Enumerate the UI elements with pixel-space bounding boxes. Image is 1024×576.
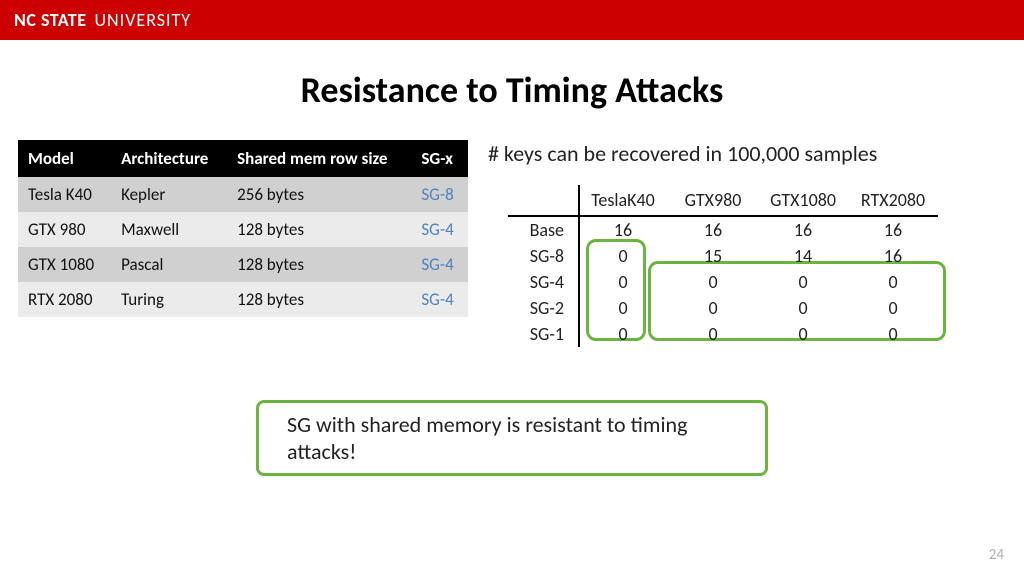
keys-panel: # keys can be recovered in 100,000 sampl… <box>488 140 1006 347</box>
cell-mem: 128 bytes <box>227 212 411 247</box>
cell-model: GTX 1080 <box>18 247 111 282</box>
brand-light: UNIVERSITY <box>94 9 191 31</box>
table-header-row: Model Architecture Shared mem row size S… <box>18 140 468 177</box>
col-model: Model <box>18 140 111 177</box>
keys-row-label: Base <box>508 217 578 243</box>
keys-row-label: SG-4 <box>508 269 578 295</box>
cell-model: Tesla K40 <box>18 177 111 212</box>
keys-cell: 0 <box>578 295 668 321</box>
keys-cell: 0 <box>578 321 668 347</box>
col-sgx: SG-x <box>411 140 468 177</box>
university-header: NC STATE UNIVERSITY <box>0 0 1024 40</box>
cell-sgx: SG-8 <box>411 177 468 212</box>
keys-row-label: SG-8 <box>508 243 578 269</box>
keys-cell: 16 <box>668 217 758 243</box>
blank-corner <box>508 185 578 217</box>
keys-table-wrap: TeslaK40 GTX980 GTX1080 RTX2080 Base 16 … <box>508 185 968 347</box>
keys-cell: 14 <box>758 243 848 269</box>
keys-cell: 0 <box>578 243 668 269</box>
keys-title: # keys can be recovered in 100,000 sampl… <box>488 140 1006 167</box>
cell-sgx: SG-4 <box>411 247 468 282</box>
keys-cell: 0 <box>668 321 758 347</box>
keys-row-label: SG-2 <box>508 295 578 321</box>
gpu-table-container: Model Architecture Shared mem row size S… <box>18 140 468 347</box>
keys-col: TeslaK40 <box>578 185 668 217</box>
col-arch: Architecture <box>111 140 227 177</box>
keys-cell: 16 <box>578 217 668 243</box>
keys-cell: 0 <box>758 295 848 321</box>
slide-title: Resistance to Timing Attacks <box>0 68 1024 112</box>
keys-cell: 16 <box>848 217 938 243</box>
keys-cell: 0 <box>758 269 848 295</box>
keys-col: RTX2080 <box>848 185 938 217</box>
cell-sgx: SG-4 <box>411 282 468 317</box>
cell-arch: Maxwell <box>111 212 227 247</box>
keys-cell: 0 <box>848 321 938 347</box>
table-row: GTX 1080 Pascal 128 bytes SG-4 <box>18 247 468 282</box>
keys-cell: 16 <box>758 217 848 243</box>
keys-col: GTX980 <box>668 185 758 217</box>
keys-cell: 0 <box>578 269 668 295</box>
cell-mem: 128 bytes <box>227 247 411 282</box>
keys-cell: 0 <box>668 269 758 295</box>
table-row: RTX 2080 Turing 128 bytes SG-4 <box>18 282 468 317</box>
cell-model: RTX 2080 <box>18 282 111 317</box>
cell-arch: Kepler <box>111 177 227 212</box>
gpu-table: Model Architecture Shared mem row size S… <box>18 140 468 317</box>
keys-cell: 0 <box>848 269 938 295</box>
keys-cell: 0 <box>848 295 938 321</box>
keys-grid: TeslaK40 GTX980 GTX1080 RTX2080 Base 16 … <box>508 185 968 347</box>
cell-model: GTX 980 <box>18 212 111 247</box>
keys-row-label: SG-1 <box>508 321 578 347</box>
cell-mem: 256 bytes <box>227 177 411 212</box>
col-mem: Shared mem row size <box>227 140 411 177</box>
keys-cell: 16 <box>848 243 938 269</box>
cell-arch: Turing <box>111 282 227 317</box>
conclusion-callout: SG with shared memory is resistant to ti… <box>256 400 768 476</box>
table-row: Tesla K40 Kepler 256 bytes SG-8 <box>18 177 468 212</box>
page-number: 24 <box>989 546 1004 564</box>
cell-arch: Pascal <box>111 247 227 282</box>
cell-mem: 128 bytes <box>227 282 411 317</box>
keys-cell: 0 <box>758 321 848 347</box>
cell-sgx: SG-4 <box>411 212 468 247</box>
keys-col: GTX1080 <box>758 185 848 217</box>
brand-bold: NC STATE <box>14 9 86 31</box>
keys-cell: 0 <box>668 295 758 321</box>
keys-cell: 15 <box>668 243 758 269</box>
content-area: Model Architecture Shared mem row size S… <box>0 140 1024 347</box>
table-row: GTX 980 Maxwell 128 bytes SG-4 <box>18 212 468 247</box>
